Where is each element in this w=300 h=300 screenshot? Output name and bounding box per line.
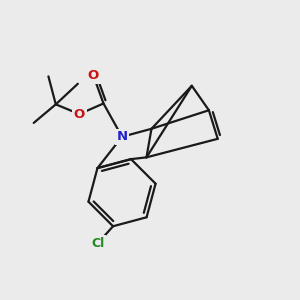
Text: N: N	[116, 130, 128, 143]
Text: O: O	[74, 108, 85, 121]
Text: Cl: Cl	[91, 237, 104, 250]
Text: O: O	[88, 69, 99, 82]
